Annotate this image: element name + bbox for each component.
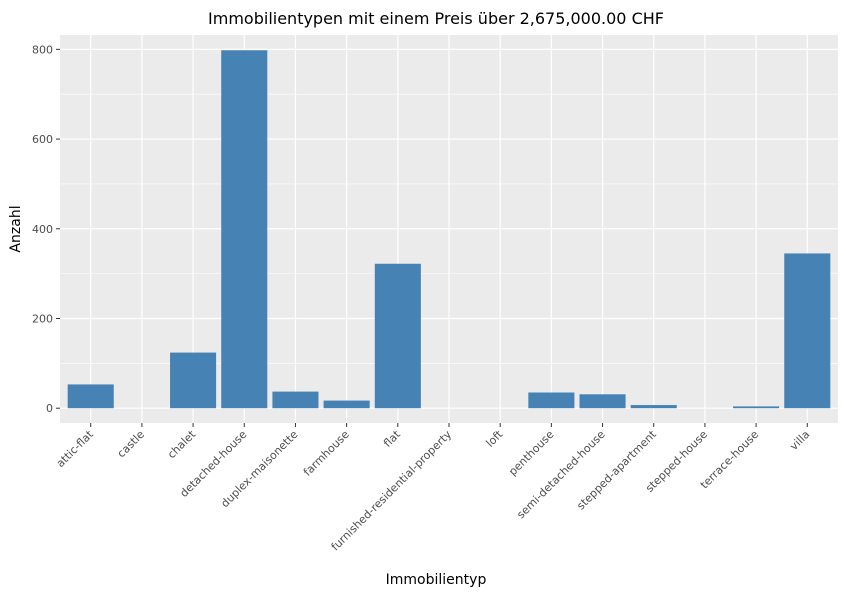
y-tick-label: 0 <box>46 402 53 415</box>
y-axis-title: Anzahl <box>8 205 24 252</box>
bar-stepped-apartment <box>630 405 677 409</box>
bar-chalet <box>170 352 217 409</box>
bar-detached-house <box>221 50 268 409</box>
y-tick-label: 400 <box>32 223 53 236</box>
y-axis: 0 200 400 600 800 <box>32 43 60 415</box>
chart-title: Immobilientypen mit einem Preis über 2,6… <box>208 9 664 28</box>
x-tick-label: attic-flat <box>54 427 97 470</box>
bar-terrace-house <box>733 406 780 409</box>
x-tick-label: penthouse <box>506 428 557 479</box>
x-tick-label: loft <box>484 427 506 449</box>
x-tick-label: chalet <box>165 427 199 461</box>
bar-penthouse <box>528 392 575 409</box>
bar-flat <box>374 263 421 409</box>
x-tick-label: semi-detached-house <box>514 428 607 521</box>
bar-villa <box>784 253 831 409</box>
bar-semi-detached-house <box>579 394 626 409</box>
bar-farmhouse <box>323 400 370 409</box>
x-tick-label: villa <box>787 428 812 453</box>
y-tick-label: 600 <box>32 133 53 146</box>
x-tick-label: flat <box>381 427 403 449</box>
y-tick-label: 800 <box>32 43 53 56</box>
x-axis: attic-flat castle chaletdetached-housedupl… <box>54 423 812 553</box>
bar-attic-flat <box>67 384 114 409</box>
major-gridlines <box>60 35 838 423</box>
y-tick-label: 200 <box>32 312 53 325</box>
x-tick-label: farmhouse <box>301 428 352 479</box>
bars <box>67 50 831 409</box>
bar-duplex-maisonette <box>272 391 319 409</box>
x-tick-label: castle <box>115 428 147 460</box>
x-axis-title: Immobilientyp <box>386 572 487 588</box>
